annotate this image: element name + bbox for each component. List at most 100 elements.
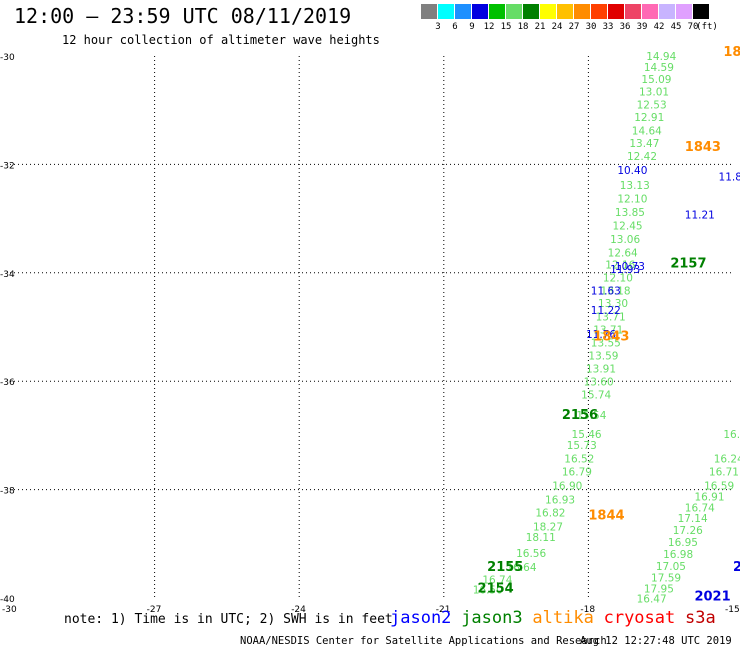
data-label: 11.22	[591, 305, 621, 317]
data-label: 16.74	[482, 574, 512, 586]
data-label: 1843	[685, 140, 721, 155]
data-label: 17.05	[656, 561, 686, 573]
footer-note-row: note: 1) Time is in UTC; 2) SWH is in fe…	[64, 608, 740, 630]
y-tick-label: -30	[0, 53, 15, 63]
color-scale-label: 33	[602, 22, 614, 32]
data-label: 17.26	[673, 525, 703, 537]
y-tick-label: -38	[0, 487, 15, 497]
data-label: 16.52	[564, 454, 594, 466]
data-label: 2022	[733, 560, 740, 575]
color-scale-unit: (ft)	[696, 22, 718, 32]
x-tick-label: -30	[2, 605, 17, 615]
color-swatch	[676, 4, 693, 19]
data-label: 13.13	[620, 180, 650, 192]
data-label: 12.64	[608, 248, 638, 260]
data-label: 16.50	[473, 585, 503, 597]
data-label: 13.60	[584, 377, 614, 389]
color-scale-label: 21	[534, 22, 546, 32]
legend-jason2: jason2	[390, 608, 452, 628]
data-label: 184	[723, 45, 740, 60]
data-label: 16.91	[694, 491, 724, 503]
color-scale-labels: 3 6 9 12 15 18 21 24 27 30 33 36 39 42 45 70 (ft)	[421, 22, 740, 36]
data-label: 11.21	[685, 210, 715, 222]
color-swatch	[455, 4, 472, 19]
color-scale-label: 12	[483, 22, 495, 32]
y-tick-label: -36	[0, 378, 15, 388]
color-scale-label: 70	[687, 22, 699, 32]
data-label: 13.18	[600, 285, 630, 297]
data-label: 16.98	[663, 549, 693, 561]
data-label: 11.93	[610, 264, 640, 276]
data-label: 11.63	[591, 285, 621, 297]
data-label: 13.55	[591, 338, 621, 350]
data-label: 18.27	[533, 521, 563, 533]
color-scale-label: 45	[670, 22, 682, 32]
color-swatch	[659, 4, 676, 19]
x-tick-label: -15	[725, 605, 740, 615]
data-label: 11.85	[719, 172, 740, 184]
data-label: 12.45	[613, 220, 643, 232]
color-swatch	[693, 4, 710, 19]
color-scale-label: 18	[517, 22, 529, 32]
color-swatch	[557, 4, 574, 19]
data-label: 16.82	[535, 508, 565, 520]
legend-s3a: s3a	[685, 608, 716, 628]
data-label: 16.95	[668, 537, 698, 549]
legend-cryosat: cryosat	[603, 608, 676, 628]
chart-title: 12:00 – 23:59 UTC 08/11/2019	[14, 4, 352, 28]
legend-jason3: jason3	[461, 608, 523, 628]
data-label: 15.46	[572, 429, 602, 441]
data-label: 10.73	[615, 261, 645, 273]
color-swatch	[523, 4, 540, 19]
data-label: 12.91	[634, 112, 664, 124]
color-scale-label: 6	[452, 22, 458, 32]
data-label: 16.71	[709, 467, 739, 479]
color-scale-label: 39	[636, 22, 648, 32]
data-label: 12.10	[617, 193, 647, 205]
data-label: 16.90	[552, 481, 582, 493]
data-label: 13.59	[588, 351, 618, 363]
color-swatch	[506, 4, 523, 19]
data-label: 15.74	[581, 390, 611, 402]
color-swatch	[540, 4, 557, 19]
color-scale-label: 9	[469, 22, 475, 32]
color-swatch	[472, 4, 489, 19]
x-tick-label: -24	[291, 605, 306, 615]
color-swatch	[574, 4, 591, 19]
data-label: 16.93	[545, 495, 575, 507]
color-scale-label: 3	[435, 22, 441, 32]
data-label: 16.71	[723, 429, 740, 441]
data-label: 16.47	[637, 593, 667, 605]
data-label: 2155	[487, 560, 523, 575]
x-tick-label: -27	[147, 605, 162, 615]
data-label: 13.01	[639, 87, 669, 99]
wave-height-color-scale: 3 6 9 12 15 18 21 24 27 30 33 36 39 42 45 70 (ft)	[421, 4, 718, 32]
data-label: 13.71	[593, 325, 623, 337]
color-swatch	[438, 4, 455, 19]
footer-note: note: 1) Time is in UTC; 2) SWH is in fe…	[64, 612, 393, 627]
data-label: 12.53	[637, 100, 667, 112]
color-swatch	[642, 4, 659, 19]
data-label: 11.76	[586, 329, 616, 341]
data-label: 17.95	[644, 584, 674, 596]
data-label: 16.79	[562, 467, 592, 479]
color-swatch	[608, 4, 625, 19]
data-label: 12.16	[605, 259, 635, 271]
generated-timestamp: Aug 12 12:27:48 UTC 2019	[580, 635, 732, 647]
color-scale-label: 15	[500, 22, 512, 32]
color-scale-label: 36	[619, 22, 631, 32]
data-label: 12.10	[603, 272, 633, 284]
data-label: 13.47	[629, 138, 659, 150]
data-label: 14.59	[644, 62, 674, 74]
data-label: 13.85	[615, 207, 645, 219]
color-swatch	[625, 4, 642, 19]
color-scale-label: 30	[585, 22, 597, 32]
data-label: 1843	[593, 330, 629, 345]
data-label: 10.40	[617, 165, 647, 177]
data-label: 16.64	[506, 562, 536, 574]
color-scale-label: 42	[653, 22, 665, 32]
data-label: 13.30	[598, 298, 628, 310]
data-label: 13.91	[586, 364, 616, 376]
data-label: 2157	[670, 256, 706, 271]
y-tick-label: -40	[0, 595, 15, 605]
